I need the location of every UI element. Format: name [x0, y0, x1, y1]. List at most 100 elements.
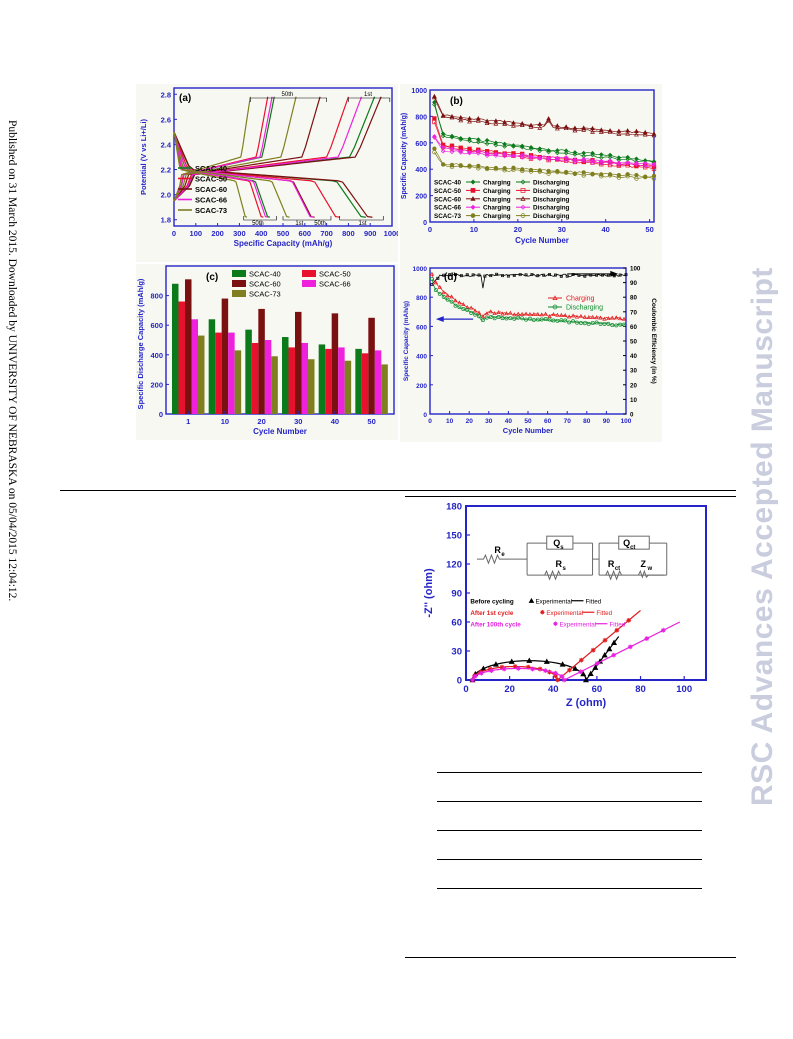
x-tick-label: 1 — [186, 417, 190, 426]
discharging-marker — [467, 119, 472, 124]
capacity-marker — [535, 317, 540, 322]
legend-marker-filled — [470, 204, 476, 210]
circuit-label-zw: Z — [641, 559, 647, 569]
discharging-marker — [616, 131, 622, 136]
legend-charging: Charging — [483, 196, 511, 203]
charging-marker — [634, 156, 639, 162]
x-axis-label: Cycle Number — [503, 426, 554, 435]
discharging-marker — [572, 128, 578, 133]
capacity-marker — [602, 316, 607, 321]
bar — [178, 301, 185, 414]
charging-marker — [642, 160, 648, 166]
discharging-marker — [432, 119, 437, 125]
discharging-marker — [449, 134, 455, 140]
discharging-marker — [555, 170, 560, 175]
table-rule-3 — [437, 830, 702, 831]
y2-tick-label: 50 — [630, 339, 637, 346]
discharging-marker — [519, 122, 525, 127]
discharging-marker — [563, 158, 569, 163]
experimental-marker — [578, 669, 584, 675]
experimental-marker — [501, 666, 507, 672]
charging-marker — [432, 116, 437, 121]
circuit-label-rct-sub: ct — [615, 566, 620, 572]
table-rule-4 — [437, 859, 702, 860]
bar — [258, 308, 265, 414]
capacity-marker — [445, 297, 450, 302]
experimental-marker — [587, 670, 594, 677]
bar — [338, 347, 345, 414]
discharging-marker — [616, 161, 622, 167]
chart-panel-a: 0 100 200 300 400 500 600 700 800 900 1000 1.8 2.0 2.… — [136, 84, 398, 262]
discharging-marker — [476, 166, 481, 171]
charging-marker — [432, 146, 437, 151]
bar — [374, 350, 382, 414]
experimental-marker — [583, 676, 589, 683]
bar — [245, 329, 252, 414]
experimental-marker — [626, 617, 632, 623]
y-tick-label: 2.2 — [161, 166, 171, 175]
bar — [282, 337, 289, 414]
charge-curve-50th — [173, 96, 273, 202]
legend-discharging: Discharging — [533, 213, 570, 220]
x-tick-label: 70 — [564, 418, 572, 425]
charging-marker — [519, 152, 525, 158]
bar — [215, 332, 222, 414]
capacity-marker — [516, 315, 521, 320]
legend-swatch — [302, 280, 316, 287]
capacity-marker — [472, 308, 478, 313]
discharging-marker — [440, 133, 446, 139]
discharging-marker — [458, 150, 464, 155]
y-tick-label: 200 — [416, 383, 427, 390]
discharging-marker — [467, 150, 472, 156]
experimental-marker — [644, 636, 650, 641]
annotation-label: 1st — [295, 221, 303, 227]
experimental-marker — [472, 674, 478, 679]
experimental-marker — [567, 667, 572, 673]
capacity-marker — [535, 311, 540, 316]
legend-marker-filled — [470, 179, 476, 185]
bar — [264, 340, 272, 414]
y-tick-label: 150 — [446, 531, 462, 542]
annotation-label: 50th — [314, 221, 326, 227]
capacity-marker — [551, 318, 556, 323]
legend-series-name: SCAC-60 — [434, 196, 461, 203]
discharging-marker — [537, 169, 542, 174]
charging-marker — [572, 157, 578, 163]
chart-panel-eis: 0 20 40 60 80 100 0 30 60 90 120 150 180 Z (ohm) -Z'' … — [423, 502, 707, 709]
panel-label: (a) — [179, 93, 191, 104]
x-tick-label: 80 — [635, 684, 646, 695]
discharging-marker — [634, 132, 639, 137]
y-tick-label: 600 — [416, 324, 427, 331]
discharging-marker — [502, 121, 508, 126]
experimental-marker — [537, 666, 543, 672]
section-rule-left — [60, 490, 736, 491]
capacity-marker — [453, 298, 458, 303]
discharging-marker — [467, 164, 472, 169]
y-tick-label: 0 — [423, 412, 427, 419]
y-tick-label: 400 — [415, 167, 427, 174]
discharging-marker — [599, 174, 604, 179]
panel-label: (c) — [206, 272, 218, 283]
capacity-marker — [445, 293, 450, 298]
experimental-marker — [592, 664, 599, 670]
capacity-marker — [441, 294, 446, 299]
capacity-marker — [594, 315, 599, 320]
y2-tick-label: 40 — [630, 353, 637, 360]
discharging-marker — [563, 125, 569, 131]
x-tick-label: 40 — [331, 417, 339, 426]
legend-fitted: Fitted — [609, 622, 625, 629]
capacity-marker — [519, 311, 525, 316]
watermark-text: RSC Advances Accepted Manuscript — [746, 267, 779, 806]
y-tick-label: 2.4 — [161, 140, 172, 149]
capacity-marker — [504, 311, 509, 316]
annotation-label: 1st — [364, 92, 372, 98]
legend-marker-open — [520, 213, 526, 218]
charging-marker — [493, 165, 499, 171]
discharging-marker — [598, 161, 604, 166]
experimental-marker — [492, 661, 499, 667]
arrow-head-right — [610, 270, 619, 277]
discharging-marker — [546, 157, 551, 162]
charging-marker — [563, 148, 569, 154]
legend-label: Discharging — [566, 305, 603, 312]
capacity-marker — [531, 311, 537, 316]
